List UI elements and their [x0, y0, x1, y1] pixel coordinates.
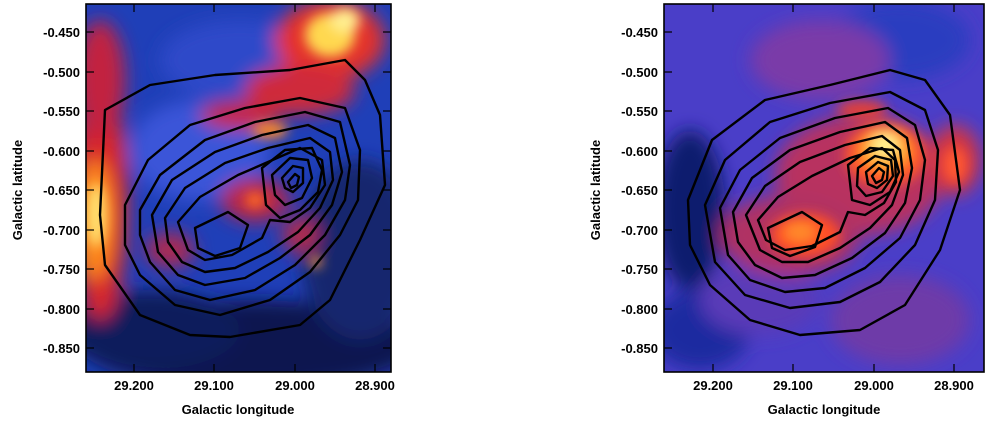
- left-y-tick-label: -0.700: [43, 223, 80, 238]
- right-y-tick-label: -0.800: [621, 302, 658, 317]
- left-contour-11: [193, 210, 250, 258]
- right-x-tick-label: 29.100: [773, 378, 813, 393]
- left-y-tick-label: -0.650: [43, 183, 80, 198]
- left-contour-8: [270, 156, 314, 207]
- right-y-ticks: [664, 31, 672, 349]
- right-contour-6: [756, 146, 898, 252]
- left-y-tick-label: -0.500: [43, 65, 80, 80]
- left-x-ticks: [133, 4, 376, 372]
- left-contour-7: [260, 146, 324, 220]
- right-y-tick-label: -0.600: [621, 144, 658, 159]
- left-contour-2: [123, 96, 362, 317]
- left-y-axis-title: Galactic latitude: [10, 140, 25, 240]
- left-contour-5: [163, 136, 335, 274]
- left-x-tick-label: 28.900: [355, 378, 395, 393]
- right-contour-2: [703, 90, 940, 310]
- right-x-tick-label: 29.000: [854, 378, 894, 393]
- left-y-tick-label: -0.750: [43, 262, 80, 277]
- left-contour-9: [280, 164, 305, 194]
- right-x-ticks: [712, 4, 955, 372]
- right-panel: -0.450 -0.500 -0.550 -0.600 -0.650 -0.70…: [588, 3, 985, 417]
- right-plot-frame: [663, 3, 985, 373]
- right-contour-8: [855, 154, 895, 198]
- right-contour-4: [731, 120, 914, 280]
- left-x-tick-label: 29.200: [114, 378, 154, 393]
- left-contour-1: [98, 58, 387, 339]
- left-plot-frame: [85, 3, 392, 373]
- right-y-tick-label: -0.500: [621, 65, 658, 80]
- right-y-tick-label: -0.450: [621, 25, 658, 40]
- right-heatmap-image: [664, 4, 984, 372]
- left-x-tick-label: 29.000: [275, 378, 315, 393]
- right-x-tick-label: 29.200: [693, 378, 733, 393]
- left-x-axis-title: Galactic longitude: [182, 402, 295, 417]
- right-contour-10: [870, 166, 886, 185]
- left-y-tick-label: -0.850: [43, 341, 80, 356]
- left-contour-6: [176, 146, 327, 262]
- left-y-tick-labels: -0.450 -0.500 -0.550 -0.600 -0.650 -0.70…: [43, 25, 80, 356]
- left-contour-10: [286, 172, 301, 190]
- right-y-axis-title: Galactic latitude: [588, 140, 603, 240]
- left-heatmap-image: [86, 4, 391, 372]
- left-panel: -0.450 -0.500 -0.550 -0.600 -0.650 -0.70…: [10, 3, 395, 417]
- left-y-tick-label: -0.600: [43, 144, 80, 159]
- left-y-tick-label: -0.450: [43, 25, 80, 40]
- left-x-tick-label: 29.100: [194, 378, 234, 393]
- right-contour-5: [744, 134, 905, 264]
- right-y-tick-label: -0.650: [621, 183, 658, 198]
- right-x-axis-title: Galactic longitude: [768, 402, 881, 417]
- right-y-tick-labels: -0.450 -0.500 -0.550 -0.600 -0.650 -0.70…: [621, 25, 658, 356]
- left-x-tick-labels: 29.200 29.100 29.000 28.900: [114, 378, 395, 393]
- left-contour-3: [138, 110, 352, 302]
- right-contour-11: [766, 210, 824, 258]
- right-x-tick-label: 28.900: [934, 378, 974, 393]
- right-y-tick-label: -0.700: [621, 223, 658, 238]
- left-contour-4: [150, 123, 344, 287]
- right-y-tick-label: -0.550: [621, 104, 658, 119]
- right-y-tick-label: -0.750: [621, 262, 658, 277]
- left-y-tick-label: -0.550: [43, 104, 80, 119]
- right-contour-1: [686, 68, 962, 337]
- left-y-tick-label: -0.800: [43, 302, 80, 317]
- right-contour-3: [718, 106, 927, 294]
- right-y-tick-label: -0.850: [621, 341, 658, 356]
- right-x-tick-labels: 29.200 29.100 29.000 28.900: [693, 378, 974, 393]
- left-contours: [98, 58, 387, 339]
- left-y-ticks: [86, 31, 391, 349]
- right-contours: [686, 68, 962, 337]
- right-contour-7: [846, 146, 901, 207]
- right-contour-9: [864, 160, 890, 190]
